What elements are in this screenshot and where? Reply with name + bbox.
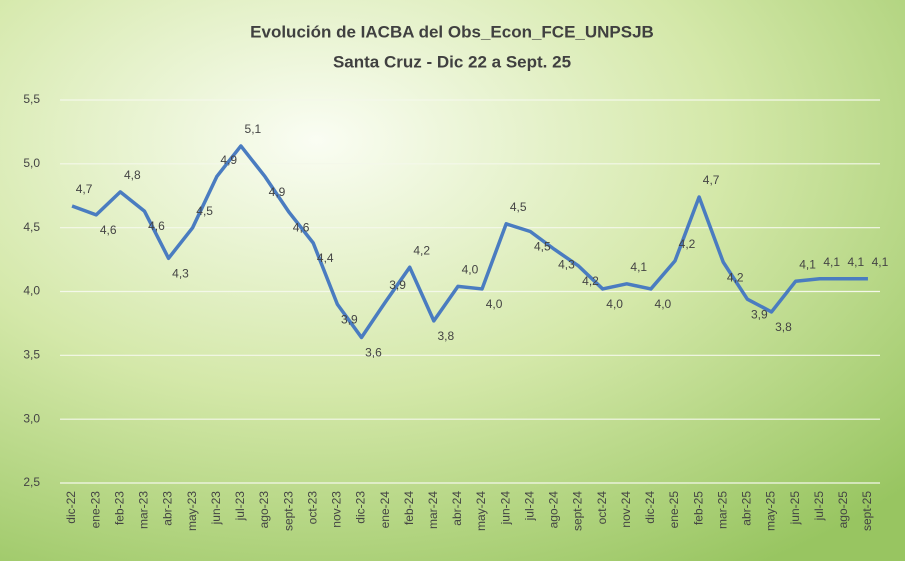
x-tick-label: dic-22 <box>64 491 78 524</box>
data-label: 4,0 <box>655 297 672 311</box>
x-tick-label: sept-23 <box>281 491 295 531</box>
data-label: 4,2 <box>413 243 430 257</box>
x-tick-label: jul-23 <box>233 491 247 522</box>
x-tick-label: sept-25 <box>860 491 874 531</box>
data-label: 4,1 <box>630 260 647 274</box>
data-label: 4,1 <box>872 255 889 269</box>
x-tick-label: sept-24 <box>571 491 585 531</box>
data-label: 4,1 <box>847 255 864 269</box>
data-label: 4,3 <box>172 266 189 280</box>
data-label: 4,6 <box>100 223 117 237</box>
x-tick-label: nov-24 <box>619 491 633 528</box>
x-tick-label: jul-24 <box>522 491 536 522</box>
data-label: 3,8 <box>775 320 792 334</box>
y-tick-label: 3,0 <box>23 411 40 425</box>
x-tick-label: mar-23 <box>137 491 151 529</box>
x-tick-label: ago-24 <box>547 491 561 529</box>
data-line <box>71 144 868 340</box>
data-label: 4,5 <box>534 240 551 254</box>
data-label: 4,2 <box>679 237 696 251</box>
x-tick-label: ago-23 <box>257 491 271 529</box>
x-tick-label: may-25 <box>764 491 778 531</box>
x-tick-label: may-24 <box>474 491 488 531</box>
x-tick-label: jun-25 <box>788 491 802 526</box>
data-label: 3,9 <box>341 312 358 326</box>
data-label: 4,2 <box>727 270 744 284</box>
x-tick-label: ene-23 <box>88 491 102 529</box>
data-label: 3,9 <box>751 307 768 321</box>
x-tick-label: ene-25 <box>667 491 681 529</box>
y-tick-label: 4,5 <box>23 220 40 234</box>
data-label: 4,9 <box>220 153 237 167</box>
x-tick-label: mar-24 <box>426 491 440 529</box>
y-tick-label: 5,5 <box>23 92 40 106</box>
y-tick-label: 2,5 <box>23 475 40 489</box>
x-tick-label: abr-24 <box>450 491 464 526</box>
data-label: 4,7 <box>76 182 93 196</box>
data-label: 4,1 <box>799 257 816 271</box>
x-tick-label: feb-23 <box>112 491 126 525</box>
x-tick-label: oct-24 <box>595 491 609 525</box>
data-label: 4,0 <box>486 297 503 311</box>
x-tick-label: jun-24 <box>498 491 512 526</box>
x-tick-label: nov-23 <box>330 491 344 528</box>
chart-subtitle: Santa Cruz - Dic 22 a Sept. 25 <box>333 52 571 71</box>
data-label: 4,3 <box>558 258 575 272</box>
data-label: 4,5 <box>510 200 527 214</box>
data-label: 4,0 <box>462 263 479 277</box>
data-label: 4,4 <box>317 251 334 265</box>
x-tick-label: may-23 <box>185 491 199 531</box>
x-tick-label: oct-23 <box>305 491 319 525</box>
data-label: 5,1 <box>245 122 262 136</box>
data-label: 4,1 <box>823 255 840 269</box>
data-label: 4,8 <box>124 168 141 182</box>
x-tick-label: feb-24 <box>402 491 416 525</box>
x-tick-label: dic-24 <box>643 491 657 524</box>
data-label: 4,6 <box>293 221 310 235</box>
data-label: 4,0 <box>606 297 623 311</box>
x-tick-label: dic-23 <box>354 491 368 524</box>
data-label: 3,6 <box>365 346 382 360</box>
x-tick-label: ago-25 <box>836 491 850 529</box>
x-tick-label: ene-24 <box>378 491 392 529</box>
chart-title: Evolución de IACBA del Obs_Econ_FCE_UNPS… <box>250 22 654 41</box>
data-label: 4,5 <box>196 204 213 218</box>
y-tick-label: 4,0 <box>23 284 40 298</box>
x-tick-label: jul-25 <box>812 491 826 522</box>
x-tick-label: abr-23 <box>161 491 175 526</box>
x-tick-label: jun-23 <box>209 491 223 526</box>
data-label: 4,7 <box>703 173 720 187</box>
y-tick-label: 5,0 <box>23 156 40 170</box>
data-label: 4,2 <box>582 274 599 288</box>
data-label: 4,6 <box>148 219 165 233</box>
data-label: 3,8 <box>437 329 454 343</box>
x-tick-label: mar-25 <box>715 491 729 529</box>
data-label: 4,9 <box>269 185 286 199</box>
x-tick-label: abr-25 <box>740 491 754 526</box>
x-tick-label: feb-25 <box>691 491 705 525</box>
y-tick-label: 3,5 <box>23 348 40 362</box>
data-label: 3,9 <box>389 278 406 292</box>
